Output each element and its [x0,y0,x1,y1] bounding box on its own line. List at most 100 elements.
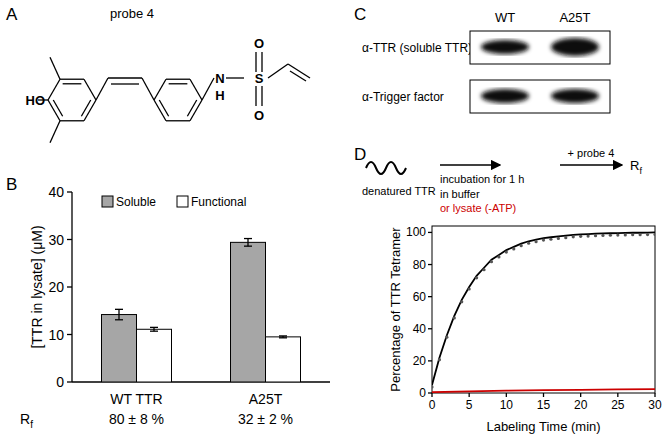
legend-label: in buffer [440,188,480,200]
blot-band [481,40,529,54]
point [534,240,537,243]
panel-label: D [354,145,366,164]
bond [187,100,196,116]
scheme-text: + probe 4 [568,147,615,159]
panel-label: A [6,5,18,24]
atom: S [255,71,264,86]
bond [166,120,190,121]
tick [617,393,618,397]
plot-frame [432,226,655,393]
point [594,234,597,237]
point [564,236,567,239]
legend-label: or lysate (-ATP) [440,202,516,214]
arrow [560,164,622,165]
tick-label: 10 [500,398,514,412]
bond [60,79,84,80]
atom: O [254,36,264,51]
tick [67,239,72,240]
tick [654,393,655,397]
point [445,336,448,339]
point [557,237,560,240]
structure-title: probe 4 [110,6,154,21]
bond [154,100,166,121]
point [505,250,508,253]
bond [290,71,306,81]
panel-label: C [354,5,366,24]
bond [226,77,244,78]
point [653,233,655,236]
bond [255,86,256,106]
legend-label: Soluble [116,195,156,209]
blot-column: A25T [559,10,590,25]
bond [50,57,60,79]
tick-label: 30 [648,398,662,412]
bond [63,83,82,84]
atom: N [215,71,224,86]
error-cap [279,335,287,336]
bond [84,100,96,121]
bond [202,78,214,100]
point [624,233,627,236]
row-value: 32 ± 2 % [238,411,293,427]
point [601,234,604,237]
tick [67,334,72,335]
point [631,233,634,236]
point [460,300,463,303]
legend-swatch [102,196,113,207]
bond [53,100,62,116]
bond [111,83,139,84]
point [616,233,619,236]
blot-frame [470,31,610,64]
tick [543,393,544,397]
row-label: Rf [20,411,33,430]
bond [268,64,288,78]
bar [266,337,301,382]
arrow [440,164,500,165]
bond [255,52,256,72]
point [549,238,552,241]
error-cap [279,337,287,338]
blot-band [481,89,529,103]
tick-label: 40 [413,322,427,336]
point [512,247,515,250]
tick [67,191,72,192]
bond [166,79,190,80]
error-bar [244,239,252,247]
point [490,260,493,263]
point [527,242,530,245]
bond [108,77,142,78]
point [475,276,478,279]
tick [67,286,72,287]
error-cap [150,327,158,328]
point [587,234,590,237]
figure: ABCDprobe 4HONHSOO010203040[TTR in lysat… [0,0,670,435]
error-cap [244,245,252,246]
tick-label: 20 [48,279,64,295]
bond [190,79,202,100]
row-label-sub: f [30,419,33,430]
scheme-text: incubation for 1 h [440,173,524,185]
point [520,244,523,247]
tick [469,393,470,397]
tick-label: 0 [56,374,64,390]
bond [96,78,108,100]
point [482,268,485,271]
structure: HONHSOO [26,36,311,143]
category-label: WT TTR [110,391,162,407]
category-label: A25T [249,391,283,407]
scheme-text: denatured TTR [362,185,436,197]
point [579,235,582,238]
bond [154,79,166,100]
tick-label: 60 [413,290,427,304]
bond [60,120,84,121]
point [453,316,456,319]
point [572,235,575,238]
bond [159,100,168,116]
tick [428,296,432,297]
tick-label: 10 [48,327,64,343]
squiggle [366,162,406,174]
lines [432,232,655,392]
tick-label: 40 [48,184,64,200]
tick [431,393,432,397]
bond [169,83,188,84]
